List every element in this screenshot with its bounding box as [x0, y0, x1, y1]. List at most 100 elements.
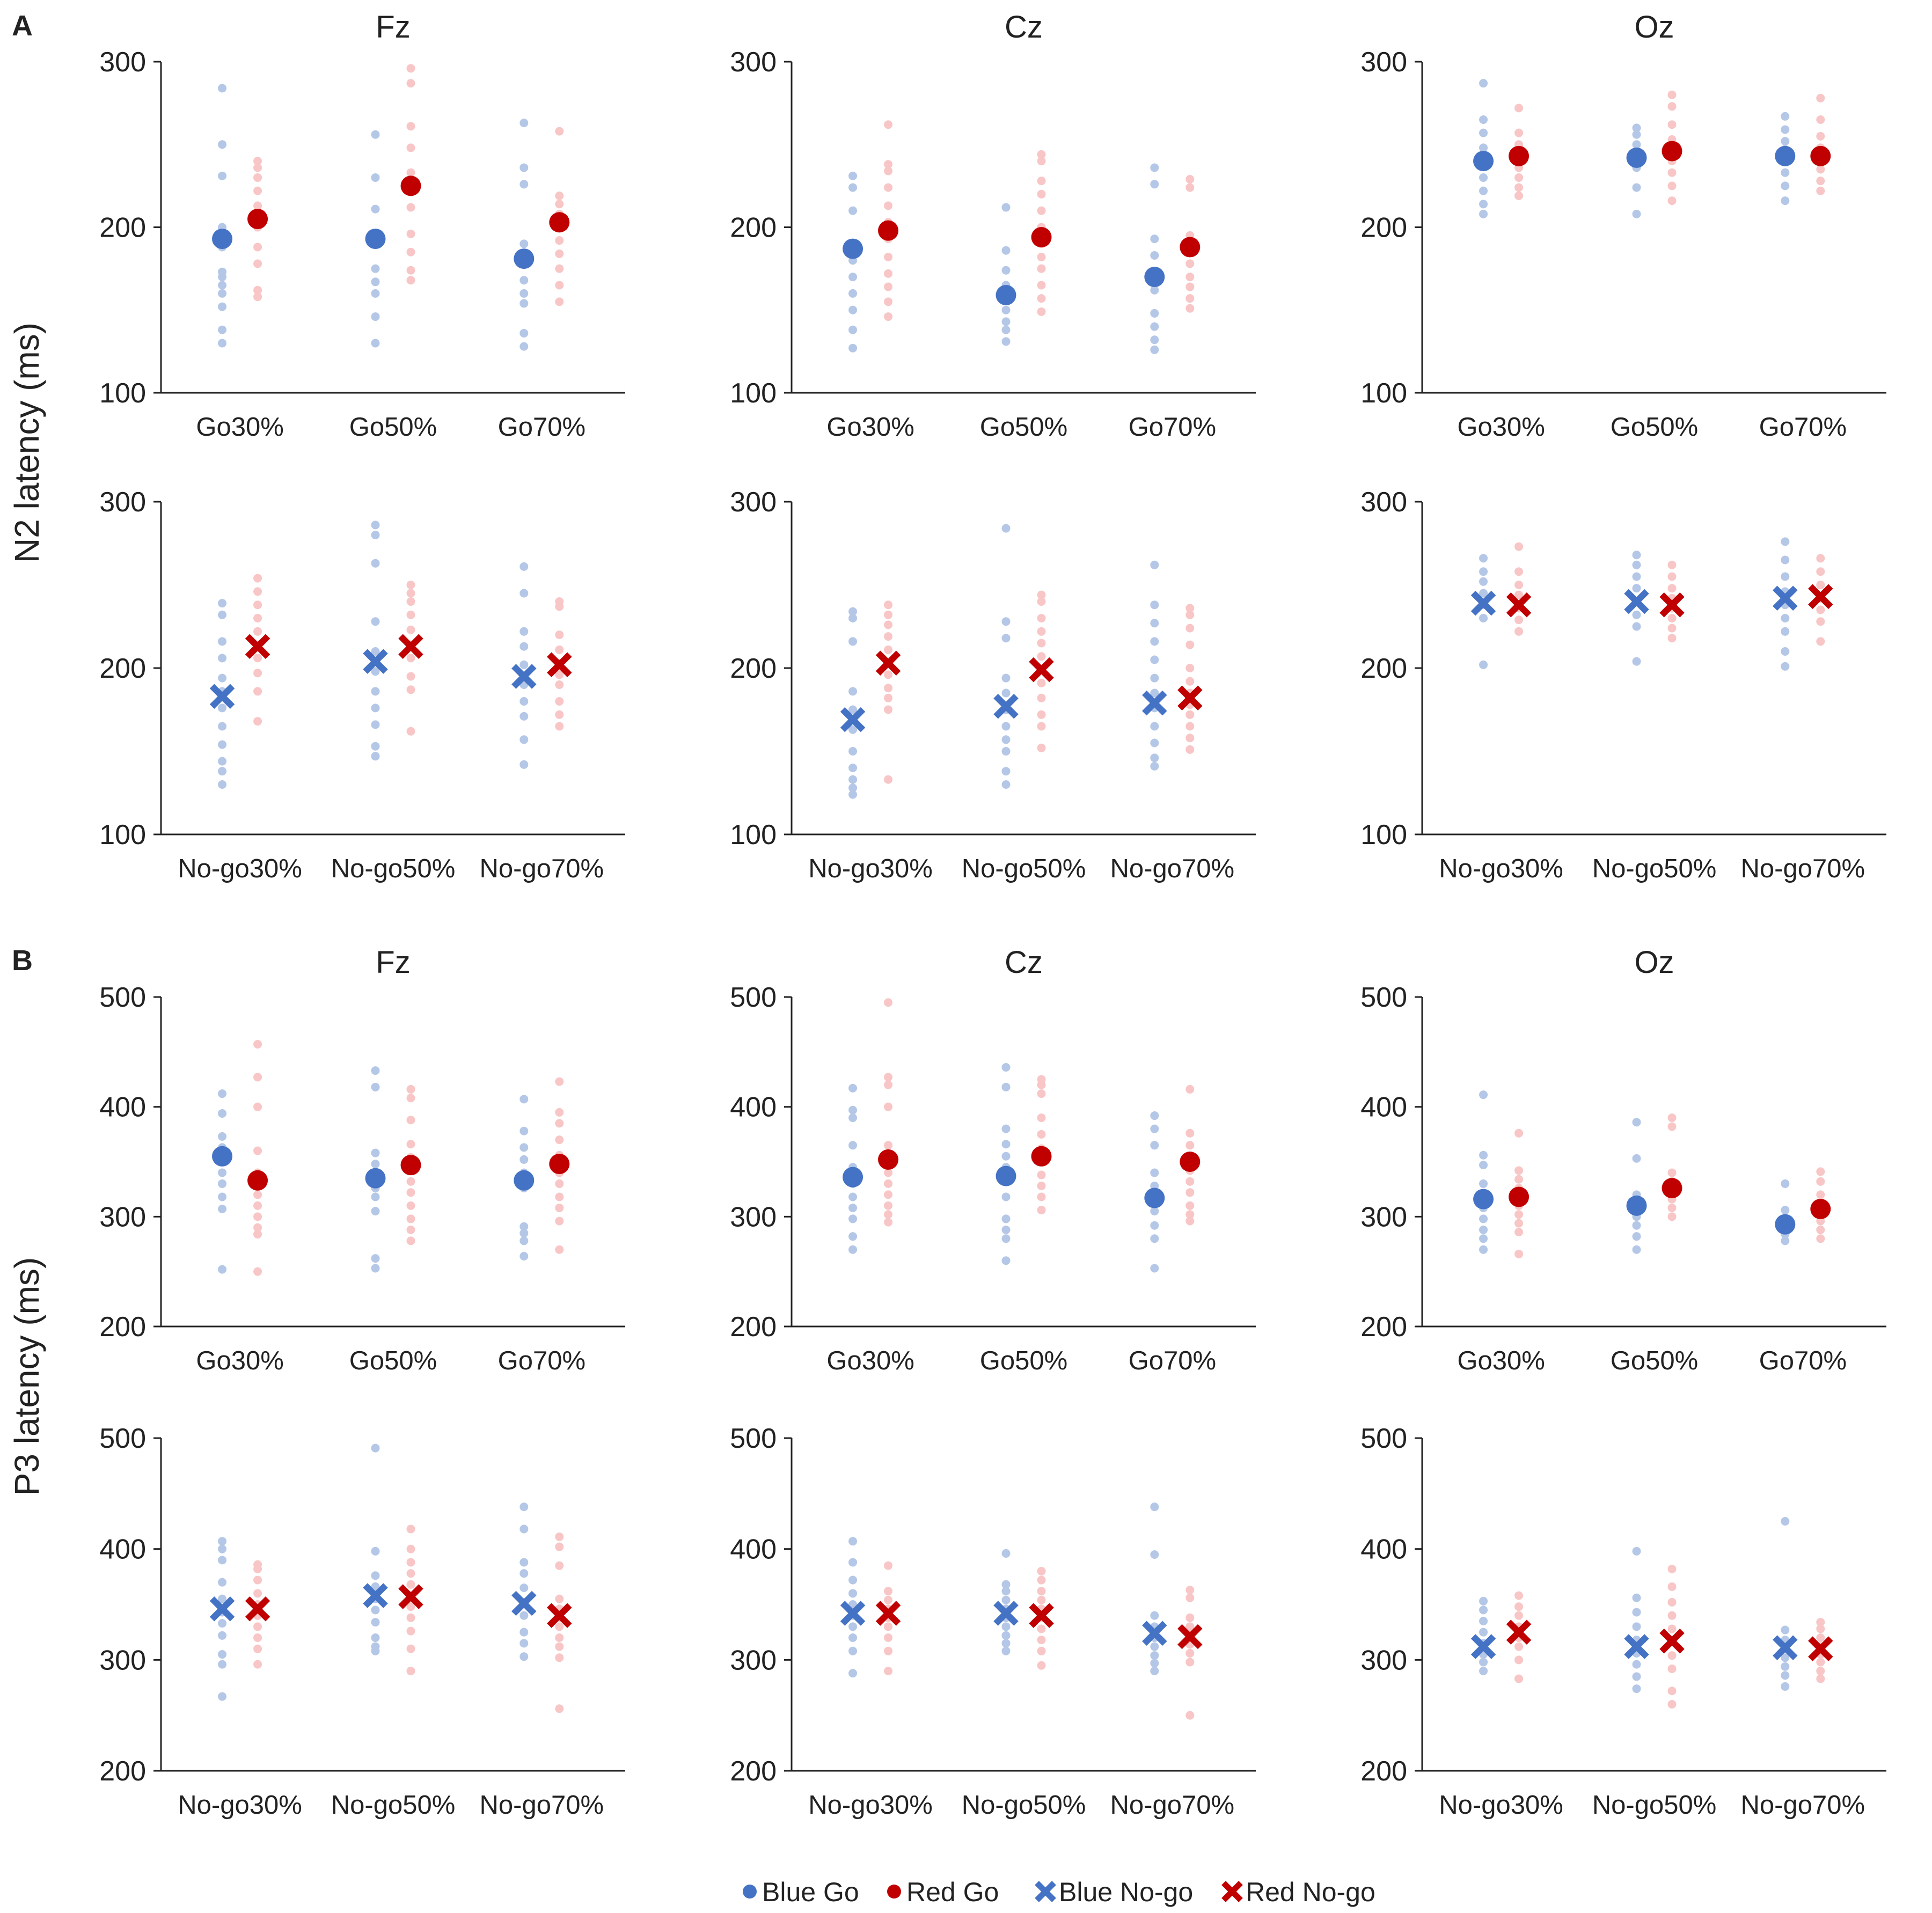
red-individual-point: [1037, 281, 1046, 290]
x-category-label: Go30%: [196, 413, 283, 442]
y-tick-label: 200: [99, 1756, 146, 1787]
red-individual-point: [1667, 1700, 1677, 1709]
red-individual-point: [884, 1218, 893, 1227]
blue-mean-cross: [363, 1583, 388, 1608]
red-individual-point: [555, 1216, 564, 1226]
blue-individual-point: [371, 559, 380, 568]
blue-individual-point: [1001, 1225, 1011, 1234]
blue-individual-point: [848, 343, 858, 353]
y-tick-label: 400: [730, 1534, 777, 1565]
red-individual-point: [555, 1192, 564, 1201]
red-mean-cross: [398, 634, 423, 659]
red-mean-cross: [1808, 584, 1833, 609]
panels: Fz 100 200 300 Go30% Go50% Go70% Cz 100 200 300 Go3…: [99, 10, 1886, 1820]
red-individual-point: [406, 1667, 415, 1675]
red-individual-point: [884, 312, 893, 321]
red-individual-point: [1816, 1624, 1825, 1633]
red-individual-point: [253, 186, 262, 195]
red-individual-point: [1514, 1655, 1524, 1665]
y-tick-label: 400: [99, 1092, 146, 1123]
blue-individual-point: [218, 1619, 227, 1628]
red-individual-point: [1816, 93, 1825, 102]
red-individual-point: [1037, 157, 1046, 166]
blue-individual-point: [218, 84, 227, 93]
x-category-label: Go70%: [498, 1346, 586, 1375]
blue-individual-point: [371, 1571, 380, 1580]
blue-individual-point: [848, 764, 858, 772]
blue-individual-point: [371, 204, 380, 214]
red-individual-point: [884, 1073, 893, 1082]
blue-mean-cross: [840, 707, 866, 732]
blue-individual-point: [1001, 1234, 1011, 1243]
blue-individual-point: [218, 1168, 227, 1177]
red-individual-point: [1514, 173, 1524, 182]
red-individual-point: [1816, 1234, 1825, 1243]
red-individual-point: [1667, 560, 1677, 569]
panel-title: Cz: [1005, 10, 1043, 45]
red-individual-point: [1185, 1188, 1195, 1197]
blue-individual-point: [371, 667, 380, 676]
blue-individual-point: [1150, 1207, 1159, 1216]
red-individual-point: [253, 1073, 262, 1082]
blue-individual-point: [1001, 1622, 1011, 1631]
red-individual-point: [1185, 183, 1195, 192]
red-individual-point: [1514, 104, 1524, 113]
cross-stroke: [1470, 590, 1496, 616]
red-individual-point: [1514, 1219, 1524, 1228]
blue-mean-marker: [212, 229, 233, 250]
panel-title: Fz: [376, 10, 410, 45]
red-individual-point: [1037, 307, 1046, 316]
blue-individual-point: [1001, 688, 1011, 698]
blue-mean-cross: [1624, 589, 1649, 614]
blue-individual-point: [1150, 1550, 1159, 1559]
red-individual-point: [253, 1267, 262, 1276]
blue-individual-point: [371, 720, 380, 729]
x-category-label: No-go70%: [1741, 1791, 1865, 1820]
blue-individual-point: [218, 1265, 227, 1274]
x-category-label: No-go70%: [1741, 854, 1865, 883]
x-category-label: No-go30%: [178, 1791, 302, 1820]
blue-individual-point: [371, 752, 380, 761]
y-tick-label: 300: [1360, 1201, 1407, 1233]
blue-individual-point: [1150, 322, 1159, 331]
blue-individual-point: [1150, 1651, 1159, 1660]
red-individual-point: [1185, 610, 1195, 619]
blue-mean-marker: [996, 284, 1016, 305]
red-individual-point: [1185, 1586, 1195, 1595]
red-individual-point: [253, 157, 262, 166]
red-mean-cross: [875, 1601, 901, 1626]
red-mean-cross: [1029, 657, 1054, 683]
cross-stroke: [245, 1596, 270, 1622]
red-individual-point: [1667, 634, 1677, 643]
red-individual-point: [884, 160, 893, 169]
red-individual-point: [884, 1633, 893, 1642]
red-individual-point: [555, 200, 564, 209]
red-individual-point: [406, 597, 415, 606]
panel-a-fz-nogo: 100 200 300 No-go30% No-go50% No-go70%: [99, 487, 625, 883]
red-individual-point: [555, 297, 564, 306]
red-individual-point: [253, 243, 262, 252]
red-individual-point: [253, 259, 262, 268]
blue-mean-marker: [514, 1170, 535, 1191]
blue-individual-point: [1632, 1245, 1641, 1254]
red-individual-point: [1816, 1674, 1825, 1683]
blue-individual-point: [1479, 1606, 1488, 1615]
red-individual-point: [555, 1245, 564, 1254]
blue-individual-point: [371, 687, 380, 696]
blue-individual-point: [371, 1582, 380, 1591]
blue-individual-point: [519, 1569, 529, 1578]
blue-individual-point: [371, 264, 380, 273]
red-individual-point: [1185, 1613, 1195, 1622]
red-individual-point: [1185, 1711, 1195, 1720]
blue-individual-point: [1632, 1672, 1641, 1681]
red-individual-point: [406, 1084, 415, 1094]
blue-individual-point: [1479, 589, 1488, 598]
blue-individual-point: [519, 342, 529, 351]
x-category-label: No-go50%: [1592, 1791, 1717, 1820]
y-tick-label: 500: [730, 982, 777, 1013]
blue-individual-point: [371, 1264, 380, 1273]
blue-individual-point: [1781, 614, 1790, 622]
red-mean-marker: [549, 1154, 570, 1175]
red-individual-point: [1037, 1130, 1046, 1139]
blue-individual-point: [1001, 1214, 1011, 1223]
